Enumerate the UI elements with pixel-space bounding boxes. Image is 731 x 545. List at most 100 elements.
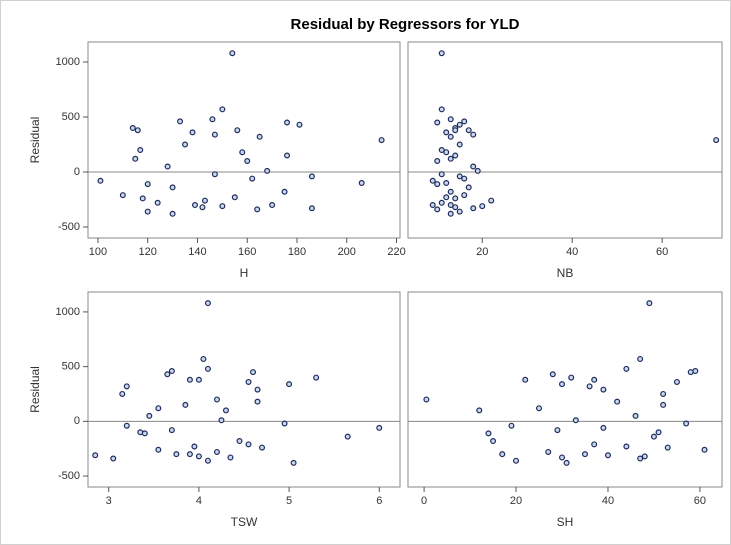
data-point <box>581 451 588 458</box>
data-point <box>438 106 445 113</box>
x-tick-label: 5 <box>286 495 292 507</box>
data-point <box>438 50 445 57</box>
data-point <box>456 173 463 180</box>
x-tick-label: 160 <box>238 246 256 258</box>
data-point <box>434 206 441 213</box>
data-point <box>195 376 202 383</box>
data-point <box>186 451 193 458</box>
data-point <box>154 199 161 206</box>
y-axis-label: Residual <box>28 366 42 413</box>
y-tick-label: -500 <box>58 221 80 233</box>
data-point <box>447 155 454 162</box>
x-axis-label: SH <box>557 515 574 529</box>
data-point <box>119 390 126 397</box>
x-tick-label: 100 <box>89 246 107 258</box>
data-point <box>211 171 218 178</box>
data-point <box>249 175 256 182</box>
x-tick-label: 60 <box>656 246 668 258</box>
data-point <box>155 446 162 453</box>
data-point <box>545 448 552 455</box>
data-point <box>227 454 234 461</box>
data-point <box>604 452 611 459</box>
data-point <box>222 407 229 414</box>
data-point <box>296 121 303 128</box>
data-point <box>254 206 261 213</box>
data-point <box>123 383 130 390</box>
data-point <box>470 163 477 170</box>
data-point <box>600 424 607 431</box>
data-point <box>476 407 483 414</box>
data-point <box>568 374 575 381</box>
x-tick-label: 4 <box>196 495 202 507</box>
data-point <box>259 444 266 451</box>
data-point <box>423 396 430 403</box>
data-point <box>470 131 477 138</box>
x-axis-label: H <box>240 266 249 280</box>
data-point <box>137 147 144 154</box>
data-point <box>284 152 291 159</box>
data-point <box>191 443 198 450</box>
data-point <box>713 137 720 144</box>
data-point <box>155 405 162 412</box>
data-point <box>452 152 459 159</box>
data-point <box>646 300 653 307</box>
chart-title: Residual by Regressors for YLD <box>291 16 520 33</box>
data-point <box>218 417 225 424</box>
data-point <box>637 455 644 462</box>
data-point <box>683 420 690 427</box>
data-point <box>443 149 450 156</box>
x-tick-label: 200 <box>338 246 356 258</box>
data-point <box>513 457 520 464</box>
data-point <box>559 381 566 388</box>
data-point <box>119 192 126 199</box>
data-point <box>250 369 257 376</box>
data-point <box>204 457 211 464</box>
data-point <box>461 192 468 199</box>
y-tick-label: 500 <box>62 361 80 373</box>
data-point <box>434 181 441 188</box>
data-point <box>447 133 454 140</box>
data-point <box>110 455 117 462</box>
x-axis-label: TSW <box>231 515 258 529</box>
data-point <box>245 378 252 385</box>
data-point <box>637 355 644 362</box>
y-tick-label: 0 <box>74 415 80 427</box>
data-point <box>591 376 598 383</box>
data-point <box>219 203 226 210</box>
data-point <box>290 459 297 466</box>
data-point <box>623 443 630 450</box>
data-point <box>474 167 481 174</box>
data-point <box>141 430 148 437</box>
data-point <box>186 376 193 383</box>
data-point <box>169 210 176 217</box>
data-point <box>229 50 236 57</box>
data-point <box>219 106 226 113</box>
data-point <box>447 210 454 217</box>
data-point <box>308 205 315 212</box>
data-point <box>173 451 180 458</box>
data-point <box>591 441 598 448</box>
y-axis-label: Residual <box>28 117 42 164</box>
data-point <box>438 171 445 178</box>
data-point <box>650 433 657 440</box>
data-point <box>660 390 667 397</box>
data-point <box>200 355 207 362</box>
data-point <box>308 173 315 180</box>
y-tick-label: 0 <box>74 166 80 178</box>
data-point <box>168 368 175 375</box>
data-point <box>563 459 570 466</box>
data-point <box>632 412 639 419</box>
data-point <box>213 448 220 455</box>
data-point <box>213 396 220 403</box>
data-point <box>536 405 543 412</box>
data-point <box>344 433 351 440</box>
x-tick-label: 20 <box>476 246 488 258</box>
data-point <box>284 119 291 126</box>
data-point <box>358 180 365 187</box>
data-point <box>204 365 211 372</box>
data-point <box>447 202 454 209</box>
data-point <box>456 121 463 128</box>
x-tick-label: 40 <box>566 246 578 258</box>
data-point <box>244 158 251 165</box>
